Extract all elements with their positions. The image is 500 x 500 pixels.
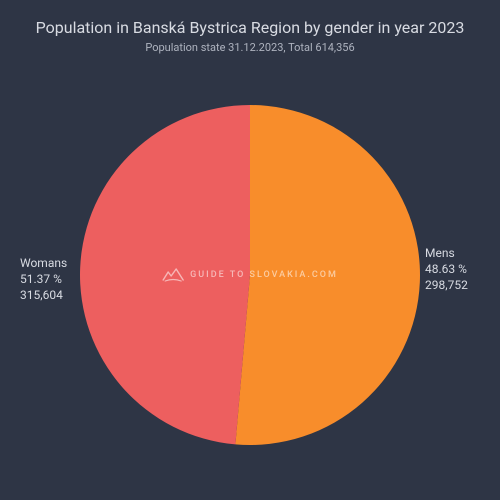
slice-percent: 51.37 %: [20, 271, 67, 287]
mountain-icon: [162, 268, 184, 282]
slice-label-womans: Womans 51.37 % 315,604: [20, 255, 67, 304]
chart-container: Population in Banská Bystrica Region by …: [0, 0, 500, 500]
watermark-text: GUIDE TO SLOVAKIA.COM: [190, 270, 338, 280]
watermark: GUIDE TO SLOVAKIA.COM: [162, 268, 338, 282]
slice-value: 298,752: [425, 277, 468, 293]
slice-name: Mens: [425, 245, 468, 261]
chart-subtitle: Population state 31.12.2023, Total 614,3…: [0, 41, 500, 54]
slice-value: 315,604: [20, 287, 67, 303]
chart-title: Population in Banská Bystrica Region by …: [0, 0, 500, 37]
slice-label-mens: Mens 48.63 % 298,752: [425, 245, 468, 294]
slice-name: Womans: [20, 255, 67, 271]
slice-percent: 48.63 %: [425, 261, 468, 277]
